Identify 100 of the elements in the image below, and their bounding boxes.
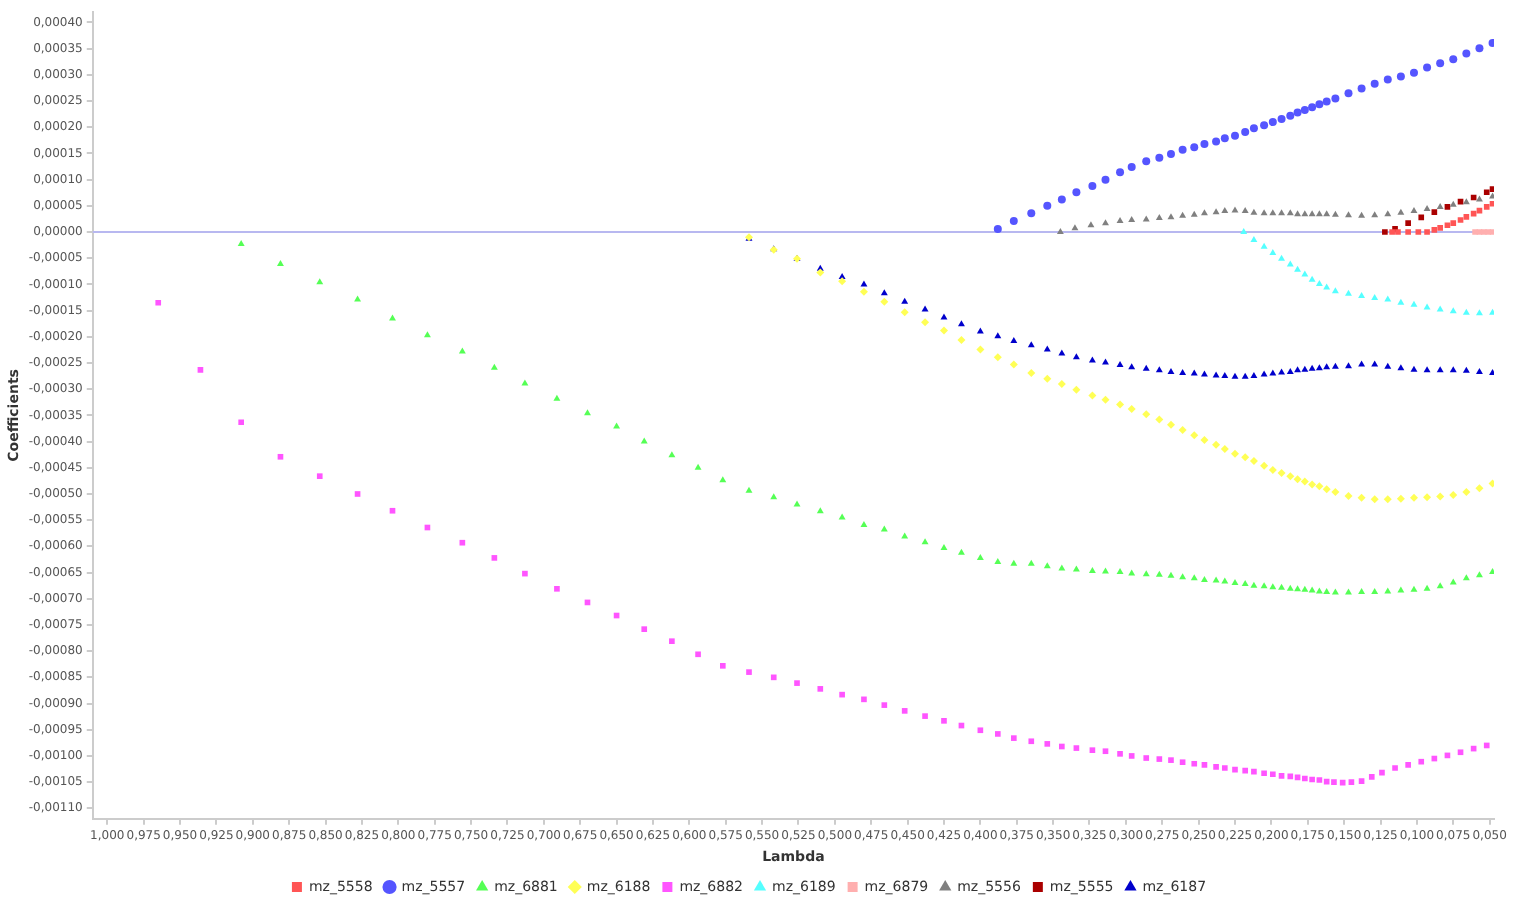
point xyxy=(1301,365,1309,372)
point xyxy=(880,297,889,306)
point xyxy=(1200,140,1209,149)
point xyxy=(1200,209,1208,216)
point xyxy=(1475,484,1484,493)
point xyxy=(1371,294,1379,301)
point xyxy=(1308,480,1317,489)
point xyxy=(1431,209,1438,215)
point xyxy=(1331,210,1339,217)
point xyxy=(1027,368,1036,377)
point xyxy=(1370,79,1379,88)
point xyxy=(1323,363,1331,370)
point xyxy=(1308,275,1316,282)
point xyxy=(1294,366,1302,373)
point xyxy=(993,353,1002,362)
point xyxy=(1322,97,1331,106)
point xyxy=(859,287,868,296)
point xyxy=(1344,492,1353,501)
point xyxy=(1436,366,1444,373)
point xyxy=(1409,68,1418,77)
point xyxy=(1315,482,1324,491)
point xyxy=(1260,209,1268,216)
point xyxy=(1396,72,1405,81)
point xyxy=(1331,94,1340,103)
point xyxy=(1056,228,1064,235)
point xyxy=(1057,379,1066,388)
point xyxy=(1475,195,1483,202)
point xyxy=(1212,137,1221,146)
point xyxy=(1423,493,1432,502)
point xyxy=(1472,229,1478,235)
point xyxy=(1009,217,1018,226)
point xyxy=(1200,436,1209,445)
point xyxy=(1178,145,1187,154)
point xyxy=(1323,283,1331,290)
point xyxy=(1462,366,1470,373)
point xyxy=(1241,372,1249,379)
point xyxy=(1269,248,1277,255)
point xyxy=(1167,367,1175,374)
point xyxy=(1383,75,1392,84)
point xyxy=(1277,114,1286,123)
point xyxy=(1415,229,1422,235)
point xyxy=(1166,149,1175,158)
point xyxy=(1409,493,1418,502)
point xyxy=(1410,207,1418,214)
point xyxy=(1431,227,1438,233)
point xyxy=(1384,362,1392,369)
point xyxy=(1043,374,1052,383)
point xyxy=(1101,395,1110,404)
point xyxy=(1116,361,1124,368)
point xyxy=(1072,188,1081,197)
point xyxy=(1457,217,1464,223)
point xyxy=(1142,410,1151,419)
point xyxy=(1286,209,1294,216)
point xyxy=(1212,371,1220,378)
point xyxy=(1449,200,1457,207)
point xyxy=(1483,204,1490,210)
point xyxy=(880,289,888,296)
point xyxy=(1308,210,1316,217)
point xyxy=(1102,219,1109,226)
point xyxy=(1475,44,1484,53)
point xyxy=(838,277,847,286)
point xyxy=(1449,55,1458,64)
point xyxy=(1358,211,1366,218)
point xyxy=(1200,370,1208,377)
point xyxy=(1268,465,1277,474)
point xyxy=(1397,364,1405,371)
point xyxy=(1088,391,1097,400)
point xyxy=(1212,208,1220,215)
point xyxy=(1396,494,1405,503)
point xyxy=(1277,469,1286,478)
point xyxy=(1301,210,1309,217)
point xyxy=(1179,368,1187,375)
point xyxy=(957,335,966,344)
point xyxy=(1249,124,1258,133)
point xyxy=(1358,360,1366,367)
point xyxy=(1449,307,1457,314)
point xyxy=(1384,295,1392,302)
point xyxy=(900,308,909,317)
point xyxy=(1231,206,1239,213)
point xyxy=(1436,492,1445,501)
point xyxy=(1128,363,1136,370)
point xyxy=(1444,222,1451,229)
point xyxy=(1057,195,1066,204)
point xyxy=(1179,211,1187,218)
point xyxy=(1155,415,1164,424)
point xyxy=(1190,210,1198,217)
point xyxy=(1462,487,1471,496)
point xyxy=(1462,49,1471,58)
point xyxy=(1128,215,1136,222)
point xyxy=(1268,118,1277,127)
point xyxy=(1436,59,1445,68)
point xyxy=(1294,210,1302,217)
point xyxy=(1345,289,1352,296)
point xyxy=(1322,485,1331,494)
point xyxy=(1483,189,1490,196)
point xyxy=(1323,210,1331,217)
point xyxy=(1315,100,1324,109)
point xyxy=(1315,210,1323,217)
point xyxy=(1470,210,1477,217)
point xyxy=(1293,108,1302,117)
